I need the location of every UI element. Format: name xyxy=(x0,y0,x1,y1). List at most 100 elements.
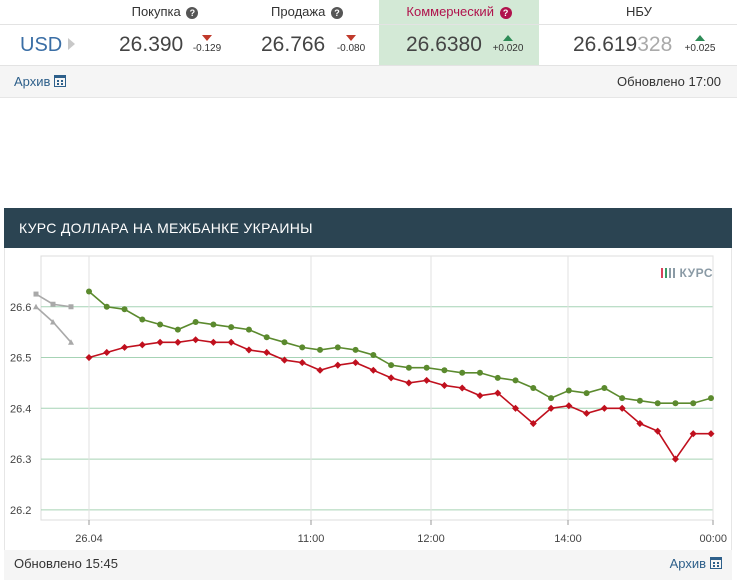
data-point xyxy=(529,420,537,428)
buy-change: -0.129 xyxy=(187,35,227,54)
commercial-value: 26.6380 xyxy=(406,33,482,56)
data-point xyxy=(369,366,377,374)
data-point xyxy=(689,430,697,438)
chart-area: 26.2 26.3 26.4 26.5 26.6 26.04 11:00 12:00 14:00… xyxy=(4,248,732,550)
brand-label: КУРС xyxy=(679,266,713,280)
data-point xyxy=(601,385,608,391)
data-point xyxy=(512,377,519,384)
commercial-change: +0.020 xyxy=(488,35,528,54)
archive-link[interactable]: Архив xyxy=(14,74,67,89)
chart-archive-label: Архив xyxy=(669,556,706,571)
data-point xyxy=(103,303,110,310)
data-point xyxy=(68,339,74,345)
data-point xyxy=(298,359,306,367)
nbu-change-value: +0.025 xyxy=(684,43,716,54)
data-point xyxy=(672,400,679,407)
calendar-icon xyxy=(710,557,722,569)
data-point xyxy=(565,387,572,394)
data-point xyxy=(459,369,466,376)
data-point xyxy=(583,390,590,397)
play-icon xyxy=(68,38,76,50)
x-tick-label: 12:00 xyxy=(417,533,445,545)
chart-panel-header: КУРС ДОЛЛАРА НА МЕЖБАНКЕ УКРАИНЫ xyxy=(4,208,732,248)
x-tick-label: 00:00 xyxy=(699,533,727,545)
bars-icon xyxy=(660,268,675,278)
data-point xyxy=(600,404,608,412)
chart-footer: Обновлено 15:45 Архив xyxy=(4,550,732,580)
data-point xyxy=(121,343,129,351)
data-point xyxy=(228,324,235,331)
x-tick-label: 14:00 xyxy=(554,533,582,545)
question-icon[interactable]: ? xyxy=(330,7,343,19)
y-tick-label: 26.3 xyxy=(10,454,31,466)
data-point xyxy=(334,344,341,351)
data-point xyxy=(583,409,591,417)
y-tick-label: 26.2 xyxy=(10,505,31,517)
data-point xyxy=(174,326,181,333)
data-point xyxy=(618,404,626,412)
data-point xyxy=(139,316,146,323)
question-icon[interactable]: ? xyxy=(499,7,512,19)
interbank-chart: 26.2 26.3 26.4 26.5 26.6 26.04 11:00 12:00 14:00… xyxy=(10,255,727,545)
data-point xyxy=(511,404,520,412)
arrow-up-icon xyxy=(503,35,513,41)
data-point xyxy=(192,319,199,325)
nbu-value-dim: 328 xyxy=(637,33,673,56)
chart-archive-link[interactable]: Архив xyxy=(670,556,722,571)
data-point xyxy=(405,364,412,371)
commercial-cell: 26.6380 +0.020 xyxy=(379,25,539,65)
header-sell-label: Продажа xyxy=(271,4,326,19)
data-point xyxy=(50,319,56,325)
data-point xyxy=(33,303,39,310)
data-point xyxy=(50,301,56,307)
data-point xyxy=(174,338,182,346)
currency-code: USD xyxy=(20,34,63,56)
brand-logo[interactable]: КУРС xyxy=(660,266,713,280)
header-buy[interactable]: Покупка ? xyxy=(95,0,235,24)
data-point xyxy=(33,291,39,297)
data-point xyxy=(68,304,74,310)
currency-selector[interactable]: USD xyxy=(20,25,76,65)
nbu-value-main: 26.619 xyxy=(573,33,638,56)
header-commercial[interactable]: Коммерческий ? xyxy=(379,0,539,24)
data-point xyxy=(476,369,483,376)
data-point xyxy=(565,402,573,410)
header-buy-label: Покупка xyxy=(131,4,181,19)
question-icon[interactable]: ? xyxy=(186,7,199,19)
data-point xyxy=(494,374,501,381)
data-point xyxy=(636,420,644,428)
data-point xyxy=(85,354,93,362)
nbu-change: +0.025 xyxy=(680,35,720,54)
rates-footer: Архив Обновлено 17:00 xyxy=(0,66,737,98)
x-tick-label: 26.04 xyxy=(75,533,103,545)
series-line-0 xyxy=(88,290,712,405)
data-point xyxy=(423,376,431,384)
rates-header-row: Покупка ? Продажа ? Коммерческий ? НБУ xyxy=(0,0,737,24)
data-point xyxy=(245,326,252,333)
usd-rate-row: USD 26.390 -0.129 26.766 -0.080 26.6380 … xyxy=(0,24,737,66)
data-point xyxy=(280,356,289,364)
data-point xyxy=(440,381,448,389)
header-sell[interactable]: Продажа ? xyxy=(237,0,377,24)
updated-time: Обновлено 17:00 xyxy=(617,74,721,89)
data-point xyxy=(157,321,164,328)
header-nbu-label: НБУ xyxy=(626,4,652,19)
y-tick-label: 26.4 xyxy=(10,403,31,415)
data-point xyxy=(547,404,555,412)
data-point xyxy=(121,306,128,313)
buy-change-value: -0.129 xyxy=(192,43,222,54)
data-point xyxy=(494,389,502,397)
arrow-down-icon xyxy=(346,35,356,41)
data-point xyxy=(156,338,164,346)
buy-cell: 26.390 -0.129 xyxy=(95,25,235,65)
data-point xyxy=(352,359,360,367)
data-point xyxy=(423,364,430,371)
data-point xyxy=(530,385,537,391)
arrow-down-icon xyxy=(202,35,212,41)
data-point xyxy=(671,455,679,463)
data-point xyxy=(707,430,715,438)
data-point xyxy=(334,361,342,369)
data-point xyxy=(619,395,626,402)
archive-label: Архив xyxy=(14,74,51,89)
data-point xyxy=(636,397,643,404)
